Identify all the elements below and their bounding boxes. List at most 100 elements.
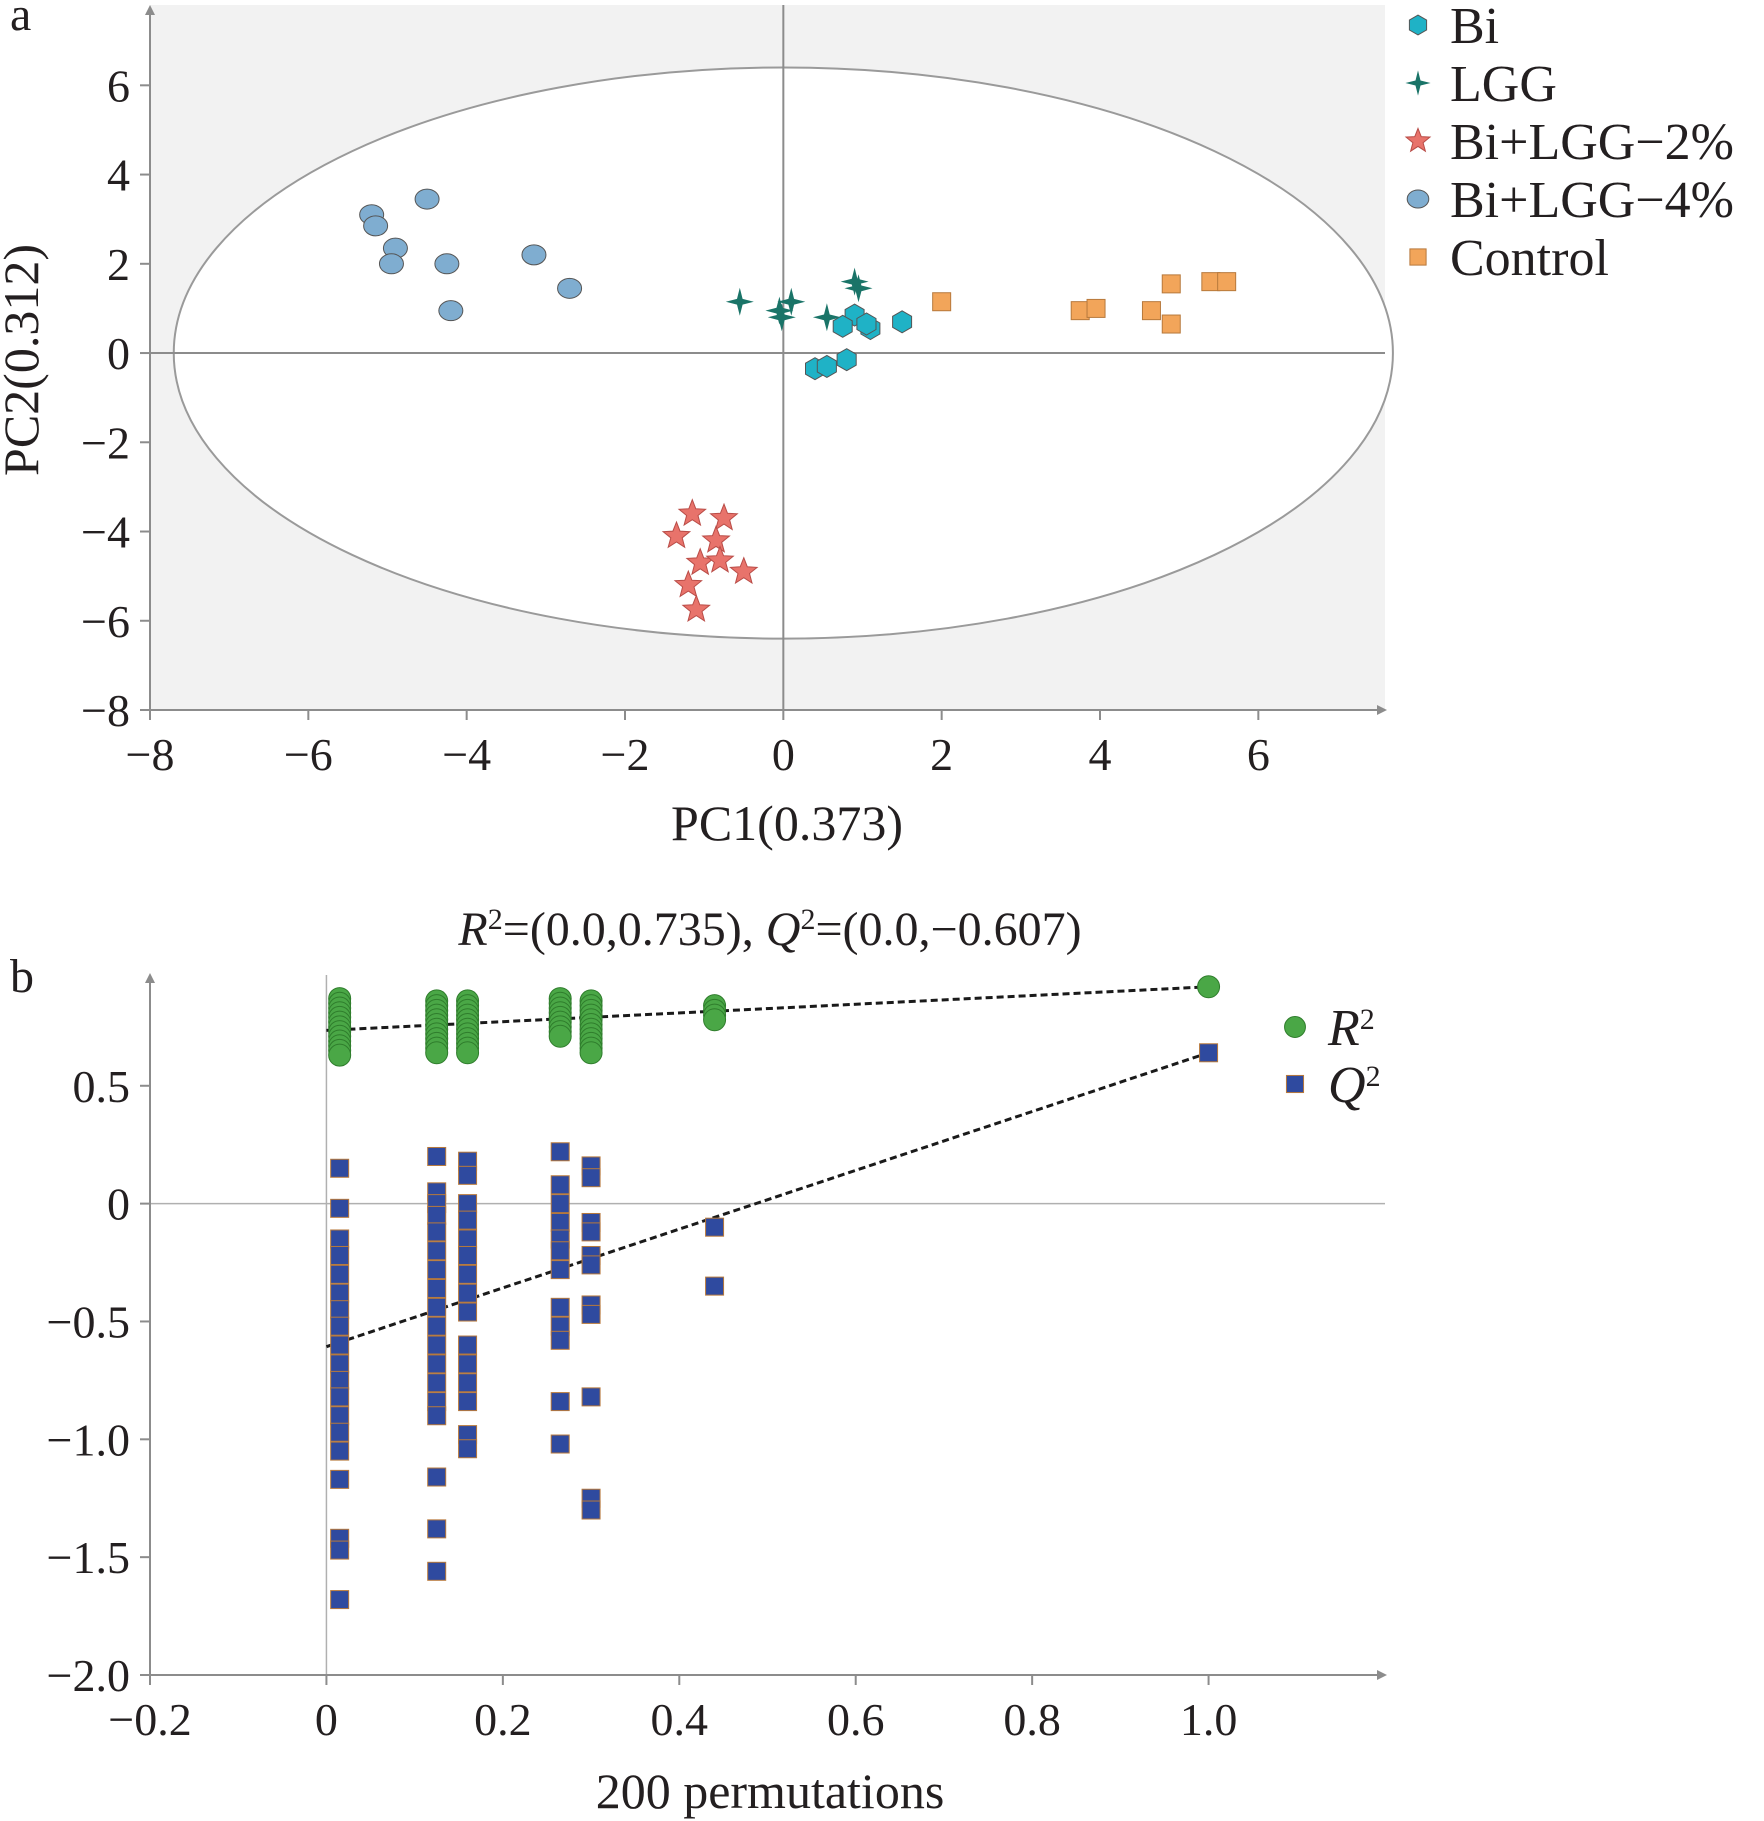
permutation-axes <box>145 973 1387 1680</box>
permutation-plot-title: R2=(0.0,0.735), Q2=(0.0,−0.607) <box>457 903 1081 957</box>
pca-legend-label: Bi+LGG−4% <box>1450 172 1734 229</box>
pca-zero-lines <box>150 5 1385 710</box>
pca-point <box>812 303 841 332</box>
permutation-point <box>427 1467 447 1487</box>
pca-x-tick-label: 4 <box>1089 729 1112 780</box>
permutation-point <box>330 1300 350 1320</box>
pca-legend-label: Bi+LGG−2% <box>1450 114 1734 171</box>
permutation-x-ticks: −0.2 0 0.2 0.4 0.6 0.8 1.0 <box>108 1675 1237 1745</box>
permutation-point <box>427 1260 447 1280</box>
pca-point <box>892 310 913 334</box>
pca-point <box>1161 314 1181 334</box>
pca-y-tick-label: −6 <box>81 596 130 647</box>
pca-point <box>932 292 952 312</box>
permutation-point <box>550 1194 570 1214</box>
permutation-legend-label: R2 <box>1327 1000 1375 1057</box>
permutation-legend-label: Q2 <box>1328 1057 1381 1114</box>
permutation-point <box>330 1590 350 1610</box>
permutation-legend-marker <box>1285 1074 1305 1094</box>
pca-x-tick-label: 0 <box>772 729 795 780</box>
permutation-point <box>550 1434 570 1454</box>
pca-legend-label: LGG <box>1450 56 1557 113</box>
pca-point <box>729 556 759 585</box>
pca-x-axis-title: PC1(0.373) <box>671 795 903 851</box>
permutation-point <box>330 1264 350 1284</box>
permutation-x-tick-label: 0.4 <box>651 1694 709 1745</box>
permutation-point <box>427 1278 447 1298</box>
pca-point <box>1201 272 1221 292</box>
pca-y-ticks: −8 −6 −4 −2 0 2 4 6 <box>81 60 150 736</box>
permutation-point <box>330 1245 350 1265</box>
permutation-point <box>427 1561 447 1581</box>
pca-y-tick-label: 4 <box>107 150 130 201</box>
pca-point <box>832 314 853 338</box>
permutation-y-tick-label: 0 <box>107 1179 130 1230</box>
pca-point <box>1070 301 1090 321</box>
permutation-y-tick-label: −1.5 <box>47 1532 130 1583</box>
permutation-y-tick-label: −2.0 <box>47 1650 130 1701</box>
permutation-point <box>330 1158 350 1178</box>
permutation-y-ticks: −2.0 −1.5 −1.0 −0.5 0 0.5 <box>47 1061 150 1701</box>
permutation-point <box>581 1387 601 1407</box>
permutation-point <box>581 1255 601 1275</box>
pca-point <box>840 267 869 296</box>
permutation-point <box>458 1210 478 1230</box>
pca-x-tick-label: 2 <box>930 729 953 780</box>
permutation-point <box>330 1335 350 1355</box>
permutation-x-tick-label: 0.8 <box>1003 1694 1061 1745</box>
pca-points <box>359 188 1237 623</box>
panel-label-a: a <box>10 0 31 41</box>
permutation-point <box>458 1373 478 1393</box>
permutation-point <box>581 1500 601 1520</box>
permutation-test-plot: b R2=(0.0,0.735), Q2=(0.0,−0.607) −0.2 0 0… <box>10 903 1387 1819</box>
pca-point <box>681 594 711 623</box>
permutation-point <box>458 1335 478 1355</box>
pca-point <box>709 502 739 531</box>
permutation-point <box>330 1406 350 1426</box>
permutation-point <box>581 1168 601 1188</box>
pca-x-tick-label: 6 <box>1247 729 1270 780</box>
pca-y-tick-label: −8 <box>81 685 130 736</box>
permutation-point <box>579 1041 603 1065</box>
pca-point <box>1141 301 1161 321</box>
permutation-point <box>1199 1043 1219 1063</box>
pca-point <box>673 569 703 598</box>
permutation-point <box>581 1222 601 1242</box>
pca-legend-marker <box>1409 248 1427 266</box>
permutation-points <box>328 975 1221 1610</box>
permutation-legend-marker <box>1284 1016 1306 1038</box>
permutation-x-tick-label: 0.6 <box>827 1694 885 1745</box>
pca-point <box>1217 272 1237 292</box>
permutation-point <box>458 1354 478 1374</box>
pca-point <box>521 244 547 266</box>
permutation-point <box>550 1241 570 1261</box>
permutation-point <box>330 1469 350 1489</box>
pca-legend-marker <box>1405 70 1431 96</box>
permutation-point <box>330 1387 350 1407</box>
permutation-point <box>427 1316 447 1336</box>
permutation-point <box>458 1439 478 1459</box>
pca-x-tick-label: −6 <box>284 729 333 780</box>
permutation-point <box>330 1316 350 1336</box>
permutation-point <box>550 1142 570 1162</box>
permutation-legend-name: Q <box>1328 1057 1366 1114</box>
permutation-point <box>330 1441 350 1461</box>
permutation-x-axis-title: 200 permutations <box>596 1763 945 1819</box>
pca-y-tick-label: 2 <box>107 239 130 290</box>
pca-x-tick-label: −2 <box>601 729 650 780</box>
permutation-point <box>427 1205 447 1225</box>
permutation-x-tick-label: −0.2 <box>108 1694 191 1745</box>
permutation-point <box>705 1276 725 1296</box>
permutation-point <box>550 1392 570 1412</box>
pca-legend-marker <box>1404 127 1432 153</box>
permutation-y-tick-label: 0.5 <box>73 1061 131 1112</box>
pca-legend-label: Bi <box>1450 0 1499 55</box>
pca-x-ticks: −8 −6 −4 −2 0 2 4 6 <box>126 710 1270 780</box>
permutation-legend-name: R <box>1327 1000 1360 1057</box>
permutation-point <box>425 1041 449 1065</box>
permutation-point <box>550 1297 570 1317</box>
pca-x-tick-label: −4 <box>442 729 491 780</box>
